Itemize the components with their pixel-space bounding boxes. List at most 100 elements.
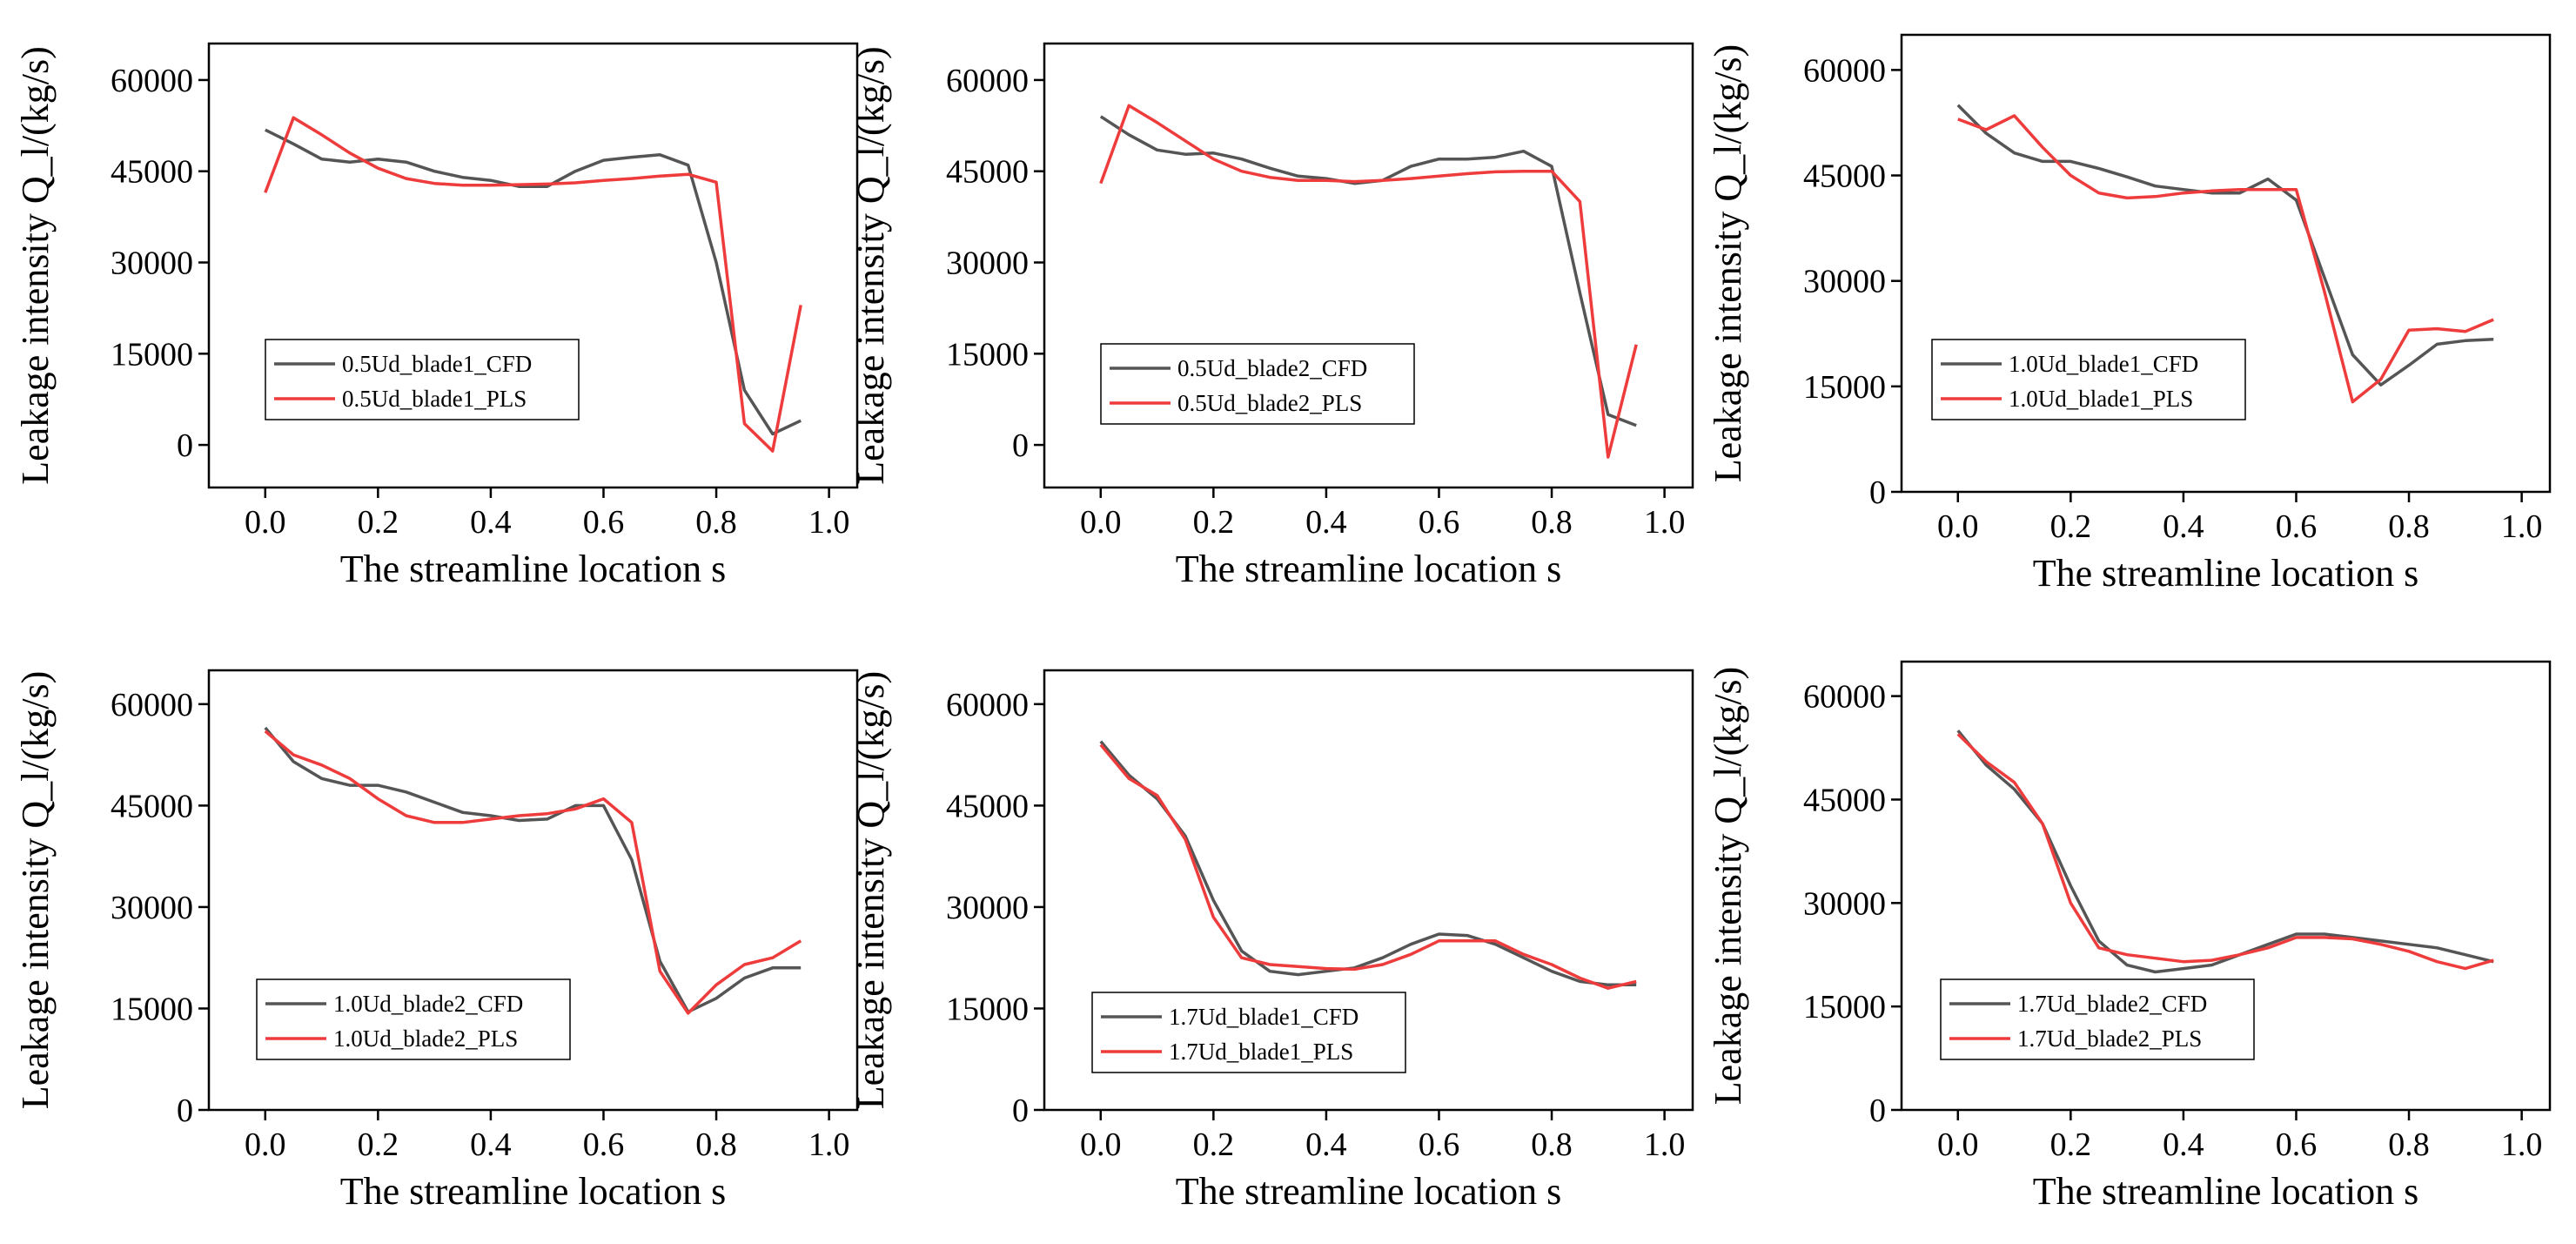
x-tick-label: 0.4 xyxy=(470,1126,512,1163)
x-tick-label: 1.0 xyxy=(2501,508,2543,545)
y-tick-label: 60000 xyxy=(946,687,1029,723)
y-tick-label: 30000 xyxy=(946,890,1029,926)
y-axis-title: Leakage intensity Q_l/(kg/s) xyxy=(1707,667,1749,1105)
x-tick-label: 0.8 xyxy=(1531,1126,1573,1163)
y-tick-label: 15000 xyxy=(1803,989,1886,1025)
y-tick-label: 30000 xyxy=(946,245,1029,282)
x-tick-label: 0.0 xyxy=(245,1126,286,1163)
x-tick-label: 0.0 xyxy=(1080,1126,1122,1163)
legend-box xyxy=(1931,339,2246,420)
x-tick-label: 0.2 xyxy=(1193,1126,1235,1163)
y-tick-label: 15000 xyxy=(111,336,193,373)
x-tick-label: 0.4 xyxy=(1305,1126,1347,1163)
chart-panel-3: 0.0 0.2 0.4 0.6 0.8 1.0 0 15000 30000 45000 60000 T… xyxy=(1707,33,2552,595)
legend-label: 0.5Ud_blade2_CFD xyxy=(1177,355,1367,381)
x-tick-label: 0.4 xyxy=(1305,504,1347,541)
y-axis-title: Leakage intensity Q_l/(kg/s) xyxy=(849,46,892,484)
y-tick-label: 60000 xyxy=(1803,52,1886,89)
x-tick-label: 0.8 xyxy=(2388,508,2430,545)
chart-panel-2: 0.0 0.2 0.4 0.6 0.8 1.0 0 15000 30000 45000 60000 T… xyxy=(849,42,1694,590)
x-tick-label: 0.6 xyxy=(1419,504,1460,541)
series-line-cfd xyxy=(265,128,802,436)
series-line-pls xyxy=(1957,114,2494,404)
legend-box xyxy=(1091,992,1406,1073)
y-axis-title: Leakage intensity Q_l/(kg/s) xyxy=(14,671,57,1109)
series-line-cfd xyxy=(1956,104,2494,387)
x-tick-label: 0.2 xyxy=(2050,508,2092,545)
x-tick-label: 0.2 xyxy=(358,504,399,541)
y-tick-label: 45000 xyxy=(946,788,1029,824)
plot-frame xyxy=(1900,33,2552,494)
x-tick-label: 1.0 xyxy=(1644,504,1686,541)
y-tick-label: 0 xyxy=(177,1093,193,1129)
y-tick-label: 0 xyxy=(1012,1093,1029,1129)
legend-box xyxy=(256,978,571,1060)
y-tick-label: 45000 xyxy=(946,154,1029,191)
y-tick-label: 30000 xyxy=(111,890,193,926)
y-tick-label: 30000 xyxy=(1803,264,1886,300)
x-tick-label: 0.8 xyxy=(695,504,737,541)
x-tick-label: 0.2 xyxy=(358,1126,399,1163)
x-tick-label: 0.6 xyxy=(583,504,625,541)
plot-frame xyxy=(1900,660,2552,1112)
y-axis-title: Leakage intensity Q_l/(kg/s) xyxy=(1707,44,1749,482)
x-tick-label: 0.8 xyxy=(2388,1126,2430,1163)
legend-label: 1.0Ud_blade2_PLS xyxy=(333,1025,518,1052)
y-tick-label: 15000 xyxy=(1803,369,1886,406)
y-axis-title: Leakage intensity Q_l/(kg/s) xyxy=(849,671,892,1109)
y-tick-label: 15000 xyxy=(946,336,1029,373)
x-axis-title: The streamline location s xyxy=(1176,1170,1562,1213)
x-axis-title: The streamline location s xyxy=(340,1170,727,1213)
x-tick-label: 0.0 xyxy=(245,504,286,541)
y-tick-label: 45000 xyxy=(111,788,193,824)
chart-panel-1: 0.0 0.2 0.4 0.6 0.8 1.0 0 15000 30000 45000 60000 T… xyxy=(14,42,859,590)
plot-frame xyxy=(1043,42,1694,489)
y-tick-label: 30000 xyxy=(1803,885,1886,922)
legend-label: 1.7Ud_blade1_CFD xyxy=(1169,1004,1358,1030)
y-tick-label: 60000 xyxy=(111,687,193,723)
y-tick-label: 15000 xyxy=(111,991,193,1027)
x-tick-label: 0.8 xyxy=(1531,504,1573,541)
x-tick-label: 0.6 xyxy=(1419,1126,1460,1163)
series-line-pls xyxy=(1099,743,1637,990)
y-tick-label: 60000 xyxy=(111,63,193,99)
plot-frame xyxy=(207,669,859,1112)
y-tick-label: 15000 xyxy=(946,991,1029,1027)
y-axis-title: Leakage intensity Q_l/(kg/s) xyxy=(14,46,57,484)
x-tick-label: 0.4 xyxy=(2163,508,2204,545)
x-axis-title: The streamline location s xyxy=(2033,552,2419,595)
series-line-cfd xyxy=(1956,730,2494,974)
series-line-pls xyxy=(1956,732,2494,971)
y-tick-label: 30000 xyxy=(111,245,193,282)
chart-panel-5: 0.0 0.2 0.4 0.6 0.8 1.0 0 15000 30000 45000 60000 T… xyxy=(849,669,1694,1213)
legend-box xyxy=(1940,978,2255,1060)
plot-frame xyxy=(1043,669,1694,1112)
x-tick-label: 0.6 xyxy=(2276,508,2318,545)
series-line-cfd xyxy=(264,726,802,1014)
x-tick-label: 0.0 xyxy=(1937,508,1979,545)
series-line-pls xyxy=(264,116,802,453)
x-tick-label: 1.0 xyxy=(2501,1126,2543,1163)
x-tick-label: 0.4 xyxy=(2163,1126,2204,1163)
x-axis-title: The streamline location s xyxy=(340,548,727,590)
legend-box xyxy=(1100,343,1415,425)
series-line-pls xyxy=(264,730,802,1015)
series-line-cfd xyxy=(1099,740,1637,987)
legend-box xyxy=(265,339,580,420)
chart-panel-6: 0.0 0.2 0.4 0.6 0.8 1.0 0 15000 30000 45000 60000 T… xyxy=(1707,660,2552,1213)
legend-label: 1.0Ud_blade2_CFD xyxy=(333,991,523,1017)
x-tick-label: 0.8 xyxy=(695,1126,737,1163)
y-tick-label: 45000 xyxy=(1803,782,1886,818)
y-tick-label: 0 xyxy=(1012,427,1029,464)
y-tick-label: 45000 xyxy=(111,154,193,191)
legend-label: 1.0Ud_blade1_CFD xyxy=(2009,351,2198,377)
y-tick-label: 60000 xyxy=(1803,679,1886,716)
y-tick-label: 60000 xyxy=(946,63,1029,99)
legend-label: 1.7Ud_blade2_PLS xyxy=(2017,1025,2202,1052)
x-tick-label: 0.4 xyxy=(470,504,512,541)
x-tick-label: 1.0 xyxy=(1644,1126,1686,1163)
x-tick-label: 0.6 xyxy=(2276,1126,2318,1163)
y-tick-label: 0 xyxy=(1869,474,1886,511)
x-tick-label: 0.2 xyxy=(2050,1126,2092,1163)
